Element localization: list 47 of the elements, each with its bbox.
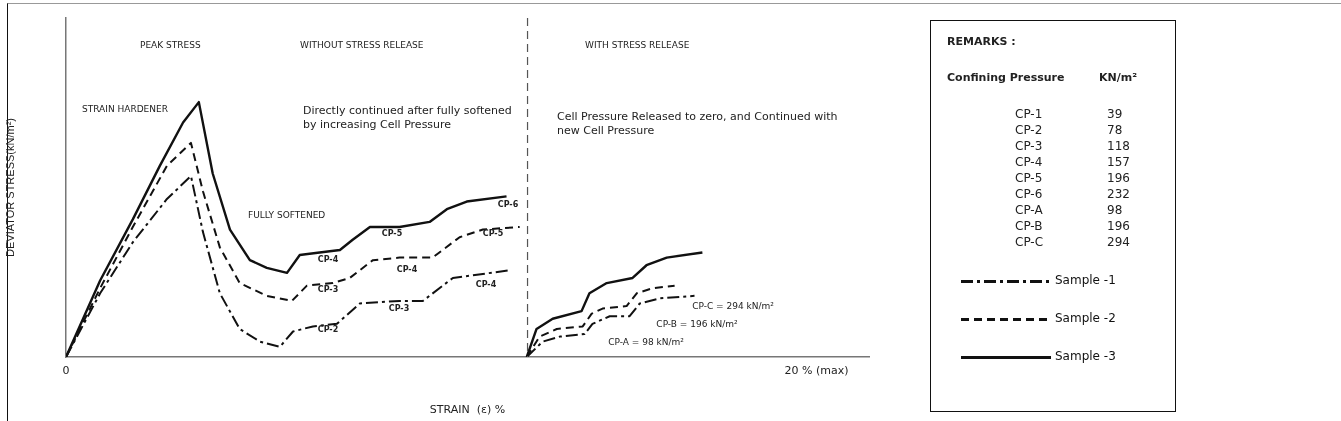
- text: CP-2: [1015, 123, 1043, 138]
- text: 232: [1107, 187, 1130, 202]
- annotation: CP-3: [388, 304, 410, 314]
- annotation: Cell Pressure Released to zero, and Continued with new Cell Pressure: [557, 110, 839, 138]
- text: CP-C: [1015, 235, 1044, 250]
- text: 39: [1107, 107, 1123, 122]
- legend-label: Sample -1: [1055, 273, 1116, 288]
- text: CP-5: [1015, 171, 1043, 186]
- text: 196: [1107, 171, 1130, 186]
- annotation: CP-4: [317, 255, 339, 265]
- annotation: CP-4: [396, 265, 418, 275]
- text: REMARKS :: [947, 35, 1016, 49]
- x-tick-label: 0: [62, 364, 70, 378]
- text: WITH STRESS RELEASE: [585, 40, 691, 52]
- annotation: CP-B = 196 kN/m²: [656, 319, 738, 331]
- annotation: CP-5: [381, 229, 403, 239]
- text: 157: [1107, 155, 1130, 170]
- text: 98: [1107, 203, 1123, 218]
- annotation: CP-A = 98 kN/m²: [608, 337, 684, 349]
- annotation: Directly continued after fully softened by increasing Cell Pressure: [303, 104, 513, 132]
- annotation: STRAIN HARDENER: [82, 104, 169, 116]
- text: CP-1: [1015, 107, 1043, 122]
- text: CP-3: [1015, 139, 1043, 154]
- text: 294: [1107, 235, 1130, 250]
- annotation: CP-C = 294 kN/m²: [692, 301, 774, 313]
- text: Confining Pressure: [947, 71, 1065, 85]
- text: CP-4: [1015, 155, 1043, 170]
- text: CP-B: [1015, 219, 1043, 234]
- text: WITHOUT STRESS RELEASE: [300, 40, 425, 52]
- annotation: CP-5: [482, 229, 504, 239]
- text: PEAK STRESS: [140, 40, 202, 52]
- x-axis-title: STRAIN (ε) %: [429, 403, 506, 417]
- annotation: CP-6: [497, 200, 519, 210]
- text: 118: [1107, 139, 1130, 154]
- text: 78: [1107, 123, 1123, 138]
- y-axis-title: DEVIATOR STRESS(kN/m²): [3, 118, 16, 257]
- x-tick-label: 20 % (max): [784, 364, 849, 378]
- annotation: CP-3: [317, 285, 339, 295]
- annotation: CP-2: [317, 325, 339, 335]
- legend-label: Sample -3: [1055, 349, 1116, 364]
- annotation: FULLY SOFTENED: [248, 210, 327, 222]
- text: CP-A: [1015, 203, 1043, 218]
- text: KN/m²: [1099, 71, 1138, 85]
- legend-label: Sample -2: [1055, 311, 1116, 326]
- text: 196: [1107, 219, 1130, 234]
- annotation: CP-4: [475, 280, 497, 290]
- text: CP-6: [1015, 187, 1043, 202]
